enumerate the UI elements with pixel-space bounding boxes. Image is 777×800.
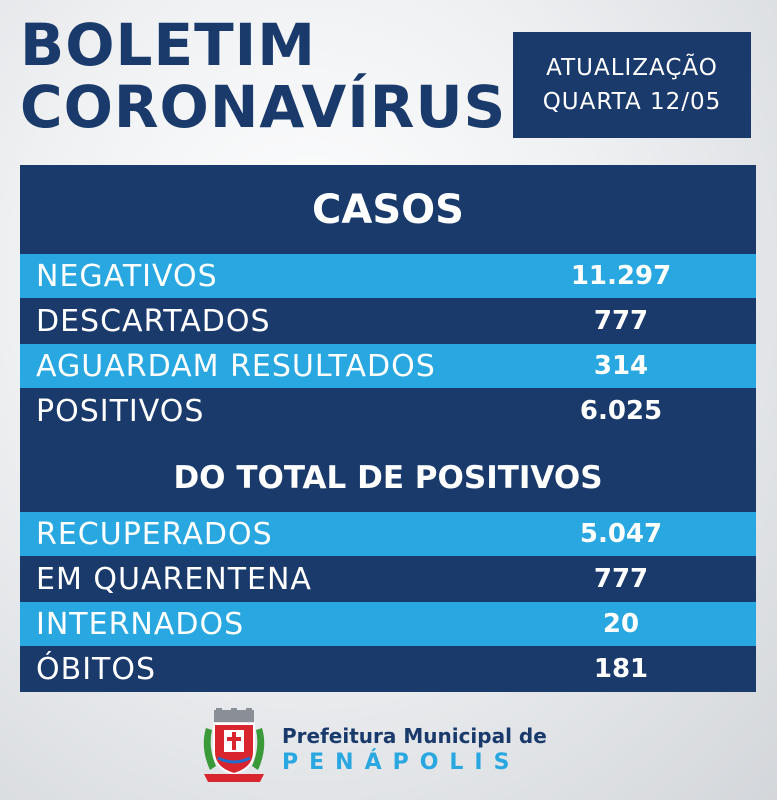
update-date-box: ATUALIZAÇÃO QUARTA 12/05 [513, 32, 751, 138]
stat-label: EM QUARENTENA [36, 561, 312, 597]
stat-row-internados: INTERNADOS 20 [20, 602, 756, 646]
stat-value: 777 [593, 564, 649, 594]
stat-row-descartados: DESCARTADOS 777 [20, 299, 756, 343]
stat-label: ÓBITOS [36, 651, 157, 687]
update-label: ATUALIZAÇÃO [546, 55, 718, 81]
stat-value: 314 [593, 351, 649, 381]
stat-label: NEGATIVOS [36, 258, 218, 294]
stat-label: DESCARTADOS [36, 303, 271, 339]
title-line-1: BOLETIM [20, 11, 316, 79]
stat-value: 181 [593, 654, 649, 684]
update-date: QUARTA 12/05 [542, 89, 722, 115]
municipality-footer: Prefeitura Municipal de PENÁPOLIS [200, 708, 600, 788]
stat-row-positivos: POSITIVOS 6.025 [20, 389, 756, 433]
stat-label: AGUARDAM RESULTADOS [36, 348, 436, 384]
stat-value: 777 [593, 306, 649, 336]
stat-row-aguardam-resultados: AGUARDAM RESULTADOS 314 [20, 344, 756, 388]
positivos-heading: DO TOTAL DE POSITIVOS [173, 460, 603, 496]
municipal-crest-icon [203, 708, 265, 782]
title-line-2: CORONAVÍRUS [20, 73, 507, 141]
stat-value: 20 [602, 609, 640, 639]
casos-heading: CASOS [312, 187, 464, 233]
footer-line-2: PENÁPOLIS [282, 750, 521, 775]
stat-label: POSITIVOS [36, 393, 205, 429]
statistics-panel: CASOS NEGATIVOS 11.297 DESCARTADOS 777 A… [20, 165, 756, 692]
stat-value: 11.297 [570, 261, 672, 291]
stat-row-obitos: ÓBITOS 181 [20, 647, 756, 691]
stat-value: 6.025 [579, 396, 663, 426]
stat-value: 5.047 [579, 519, 663, 549]
footer-line-1: Prefeitura Municipal de [282, 724, 547, 748]
stat-label: INTERNADOS [36, 606, 245, 642]
stat-row-negativos: NEGATIVOS 11.297 [20, 254, 756, 298]
stat-row-recuperados: RECUPERADOS 5.047 [20, 512, 756, 556]
stat-label: RECUPERADOS [36, 516, 273, 552]
bulletin-title: BOLETIM CORONAVÍRUS [20, 14, 506, 138]
stat-row-em-quarentena: EM QUARENTENA 777 [20, 557, 756, 601]
